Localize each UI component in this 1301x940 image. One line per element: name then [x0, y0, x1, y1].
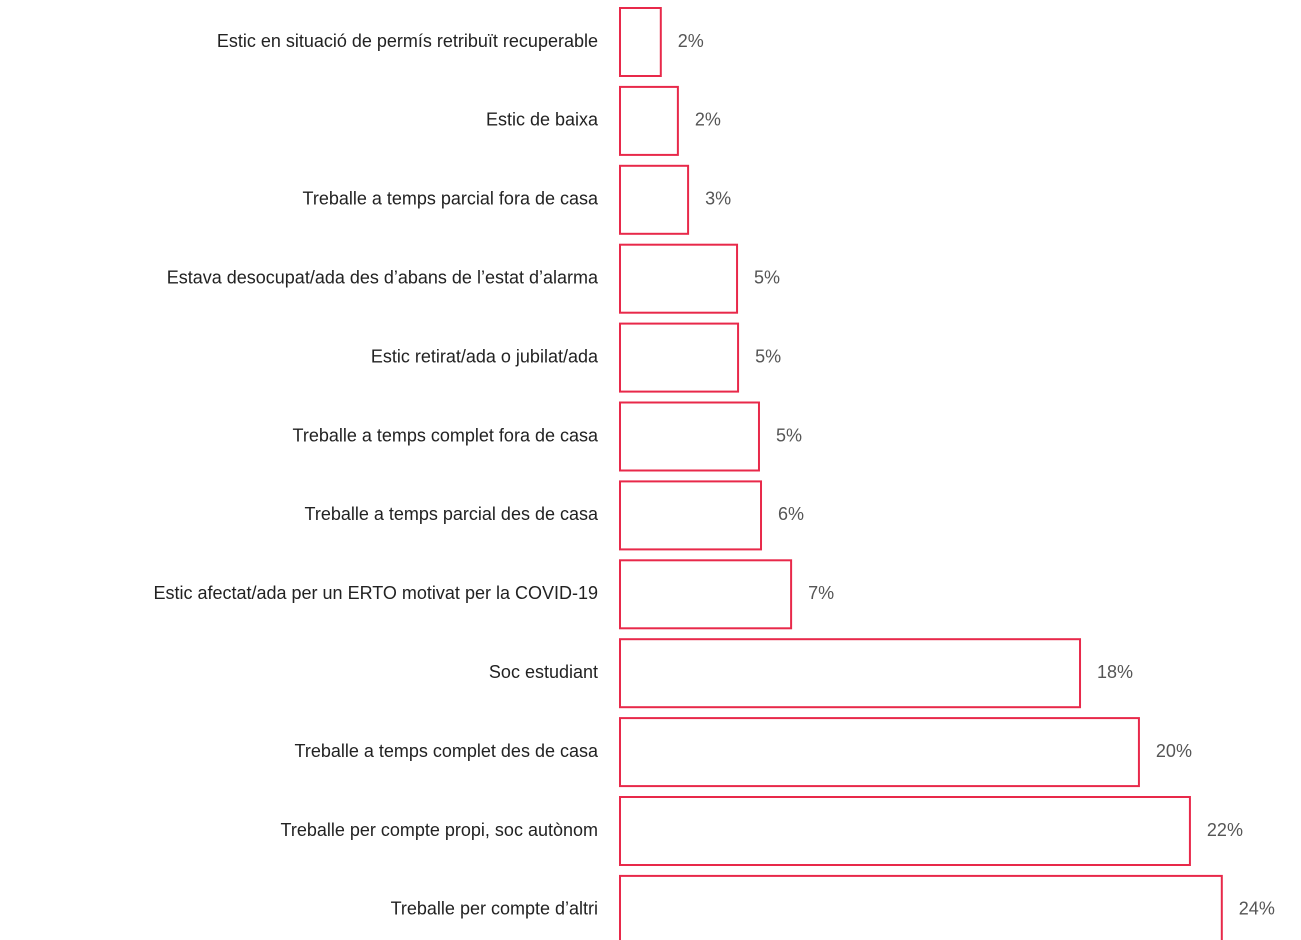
- bar: [619, 559, 793, 630]
- category-label: Treballe a temps parcial des de casa: [305, 504, 599, 524]
- bar: [619, 322, 740, 393]
- category-label: Treballe a temps complet fora de casa: [293, 425, 599, 445]
- bar: [619, 401, 760, 472]
- category-label: Soc estudiant: [489, 662, 598, 682]
- bar: [619, 874, 1223, 940]
- bar: [619, 164, 690, 235]
- category-label: Estic de baixa: [486, 110, 599, 130]
- value-label: 20%: [1156, 741, 1192, 761]
- bar: [619, 717, 1140, 788]
- bar: [619, 85, 679, 156]
- category-label: Estic afectat/ada per un ERTO motivat pe…: [153, 583, 598, 603]
- value-label: 5%: [755, 346, 781, 366]
- bar: [619, 7, 662, 77]
- category-label: Treballe a temps complet des de casa: [295, 741, 599, 761]
- value-label: 5%: [754, 267, 780, 287]
- category-label: Estic en situació de permís retribuït re…: [217, 31, 598, 51]
- category-label: Treballe per compte d’altri: [391, 899, 598, 919]
- category-label: Treballe per compte propi, soc autònom: [281, 820, 599, 840]
- bar: [619, 796, 1191, 866]
- value-label: 22%: [1207, 820, 1243, 840]
- bar: [619, 480, 763, 551]
- category-label: Treballe a temps parcial fora de casa: [303, 189, 599, 209]
- category-label: Estic retirat/ada o jubilat/ada: [371, 346, 599, 366]
- value-label: 3%: [705, 189, 731, 209]
- value-label: 18%: [1097, 662, 1133, 682]
- value-label: 5%: [776, 425, 802, 445]
- bar: [619, 638, 1082, 709]
- bar: [619, 243, 739, 314]
- value-label: 2%: [678, 31, 704, 51]
- value-label: 7%: [808, 583, 834, 603]
- value-label: 24%: [1239, 899, 1275, 919]
- category-label: Estava desocupat/ada des d’abans de l’es…: [167, 267, 599, 287]
- value-label: 6%: [778, 504, 804, 524]
- value-label: 2%: [695, 110, 721, 130]
